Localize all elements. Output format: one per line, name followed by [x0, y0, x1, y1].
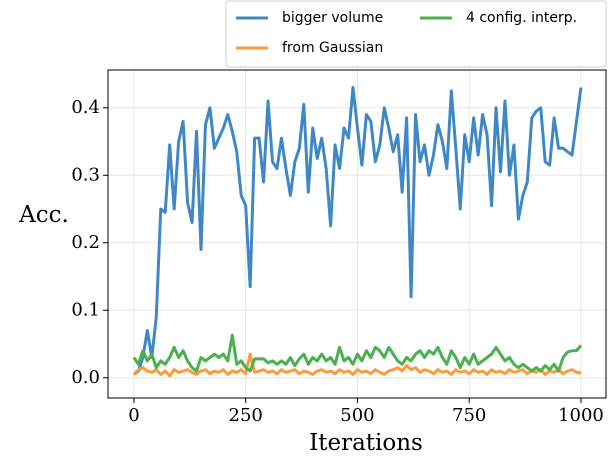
legend-label: bigger volume: [282, 10, 383, 26]
data-line: [132, 352, 582, 378]
x-axis-label: Iterations: [309, 430, 423, 456]
y-tick-label: 0.4: [71, 97, 100, 118]
y-tick-label: 0.3: [71, 164, 100, 185]
plot-frame: [107, 69, 607, 399]
x-tick-label: 0: [128, 405, 139, 426]
legend-box: [225, 0, 607, 68]
x-tick-label: 750: [452, 405, 486, 426]
legend-label: 4 config. interp.: [466, 10, 577, 26]
legend-label: from Gaussian: [282, 40, 383, 56]
y-tick-label: 0.2: [71, 232, 100, 253]
x-tick-label: 500: [340, 405, 374, 426]
x-tick-label: 250: [229, 405, 263, 426]
data-line: [132, 333, 583, 373]
y-tick-label: 0.0: [71, 367, 100, 388]
y-tick-label: 0.1: [71, 299, 100, 320]
y-axis-label: Acc.: [18, 202, 69, 228]
x-tick-label: 1000: [558, 405, 604, 426]
data-line: [133, 86, 583, 376]
